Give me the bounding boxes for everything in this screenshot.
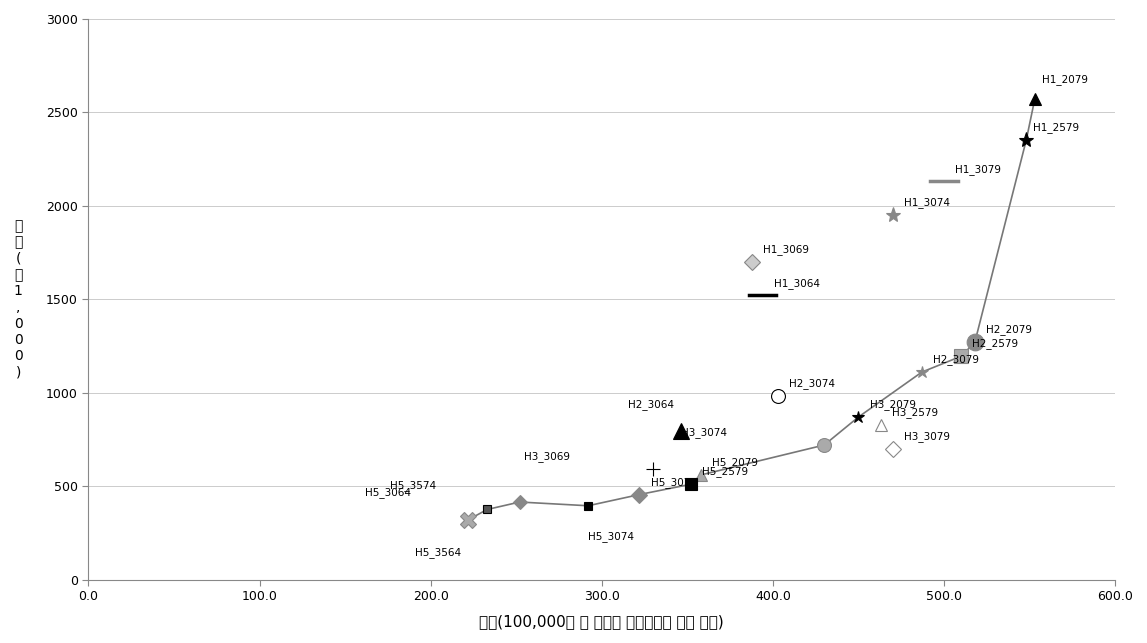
Text: H3_3079: H3_3079	[904, 431, 950, 442]
Text: H2_2079: H2_2079	[986, 324, 1032, 335]
Text: H5_3564: H5_3564	[415, 548, 461, 559]
X-axis label: 효과(100,000명 중 무증상 자궁경부암 발견 건수): 효과(100,000명 중 무증상 자궁경부암 발견 건수)	[479, 614, 724, 629]
Text: H5_3574: H5_3574	[390, 480, 436, 491]
Text: H3_3074: H3_3074	[681, 427, 727, 438]
Text: H5_3079: H5_3079	[650, 476, 696, 487]
Text: H1_3074: H1_3074	[904, 197, 950, 208]
Text: H3_2079: H3_2079	[869, 399, 915, 410]
Text: H2_3064: H2_3064	[627, 399, 673, 410]
Text: H3_3069: H3_3069	[524, 451, 570, 462]
Text: H2_3079: H2_3079	[933, 354, 978, 365]
Text: H2_3074: H2_3074	[789, 379, 835, 390]
Text: H5_2579: H5_2579	[702, 466, 748, 477]
Y-axis label: 비
용
(
연
1
,
0
0
0
): 비 용 ( 연 1 , 0 0 0 )	[14, 219, 23, 379]
Text: H1_3064: H1_3064	[774, 278, 820, 289]
Text: H1_2579: H1_2579	[1033, 123, 1079, 134]
Text: H3_2579: H3_2579	[892, 408, 938, 419]
Text: H1_2079: H1_2079	[1041, 75, 1087, 86]
Text: H2_2579: H2_2579	[973, 338, 1019, 349]
Text: H5_2079: H5_2079	[712, 457, 758, 468]
Text: H1_3079: H1_3079	[955, 163, 1001, 174]
Text: H5_3074: H5_3074	[588, 530, 634, 541]
Text: H5_3064: H5_3064	[365, 487, 411, 498]
Text: H1_3069: H1_3069	[764, 244, 810, 255]
